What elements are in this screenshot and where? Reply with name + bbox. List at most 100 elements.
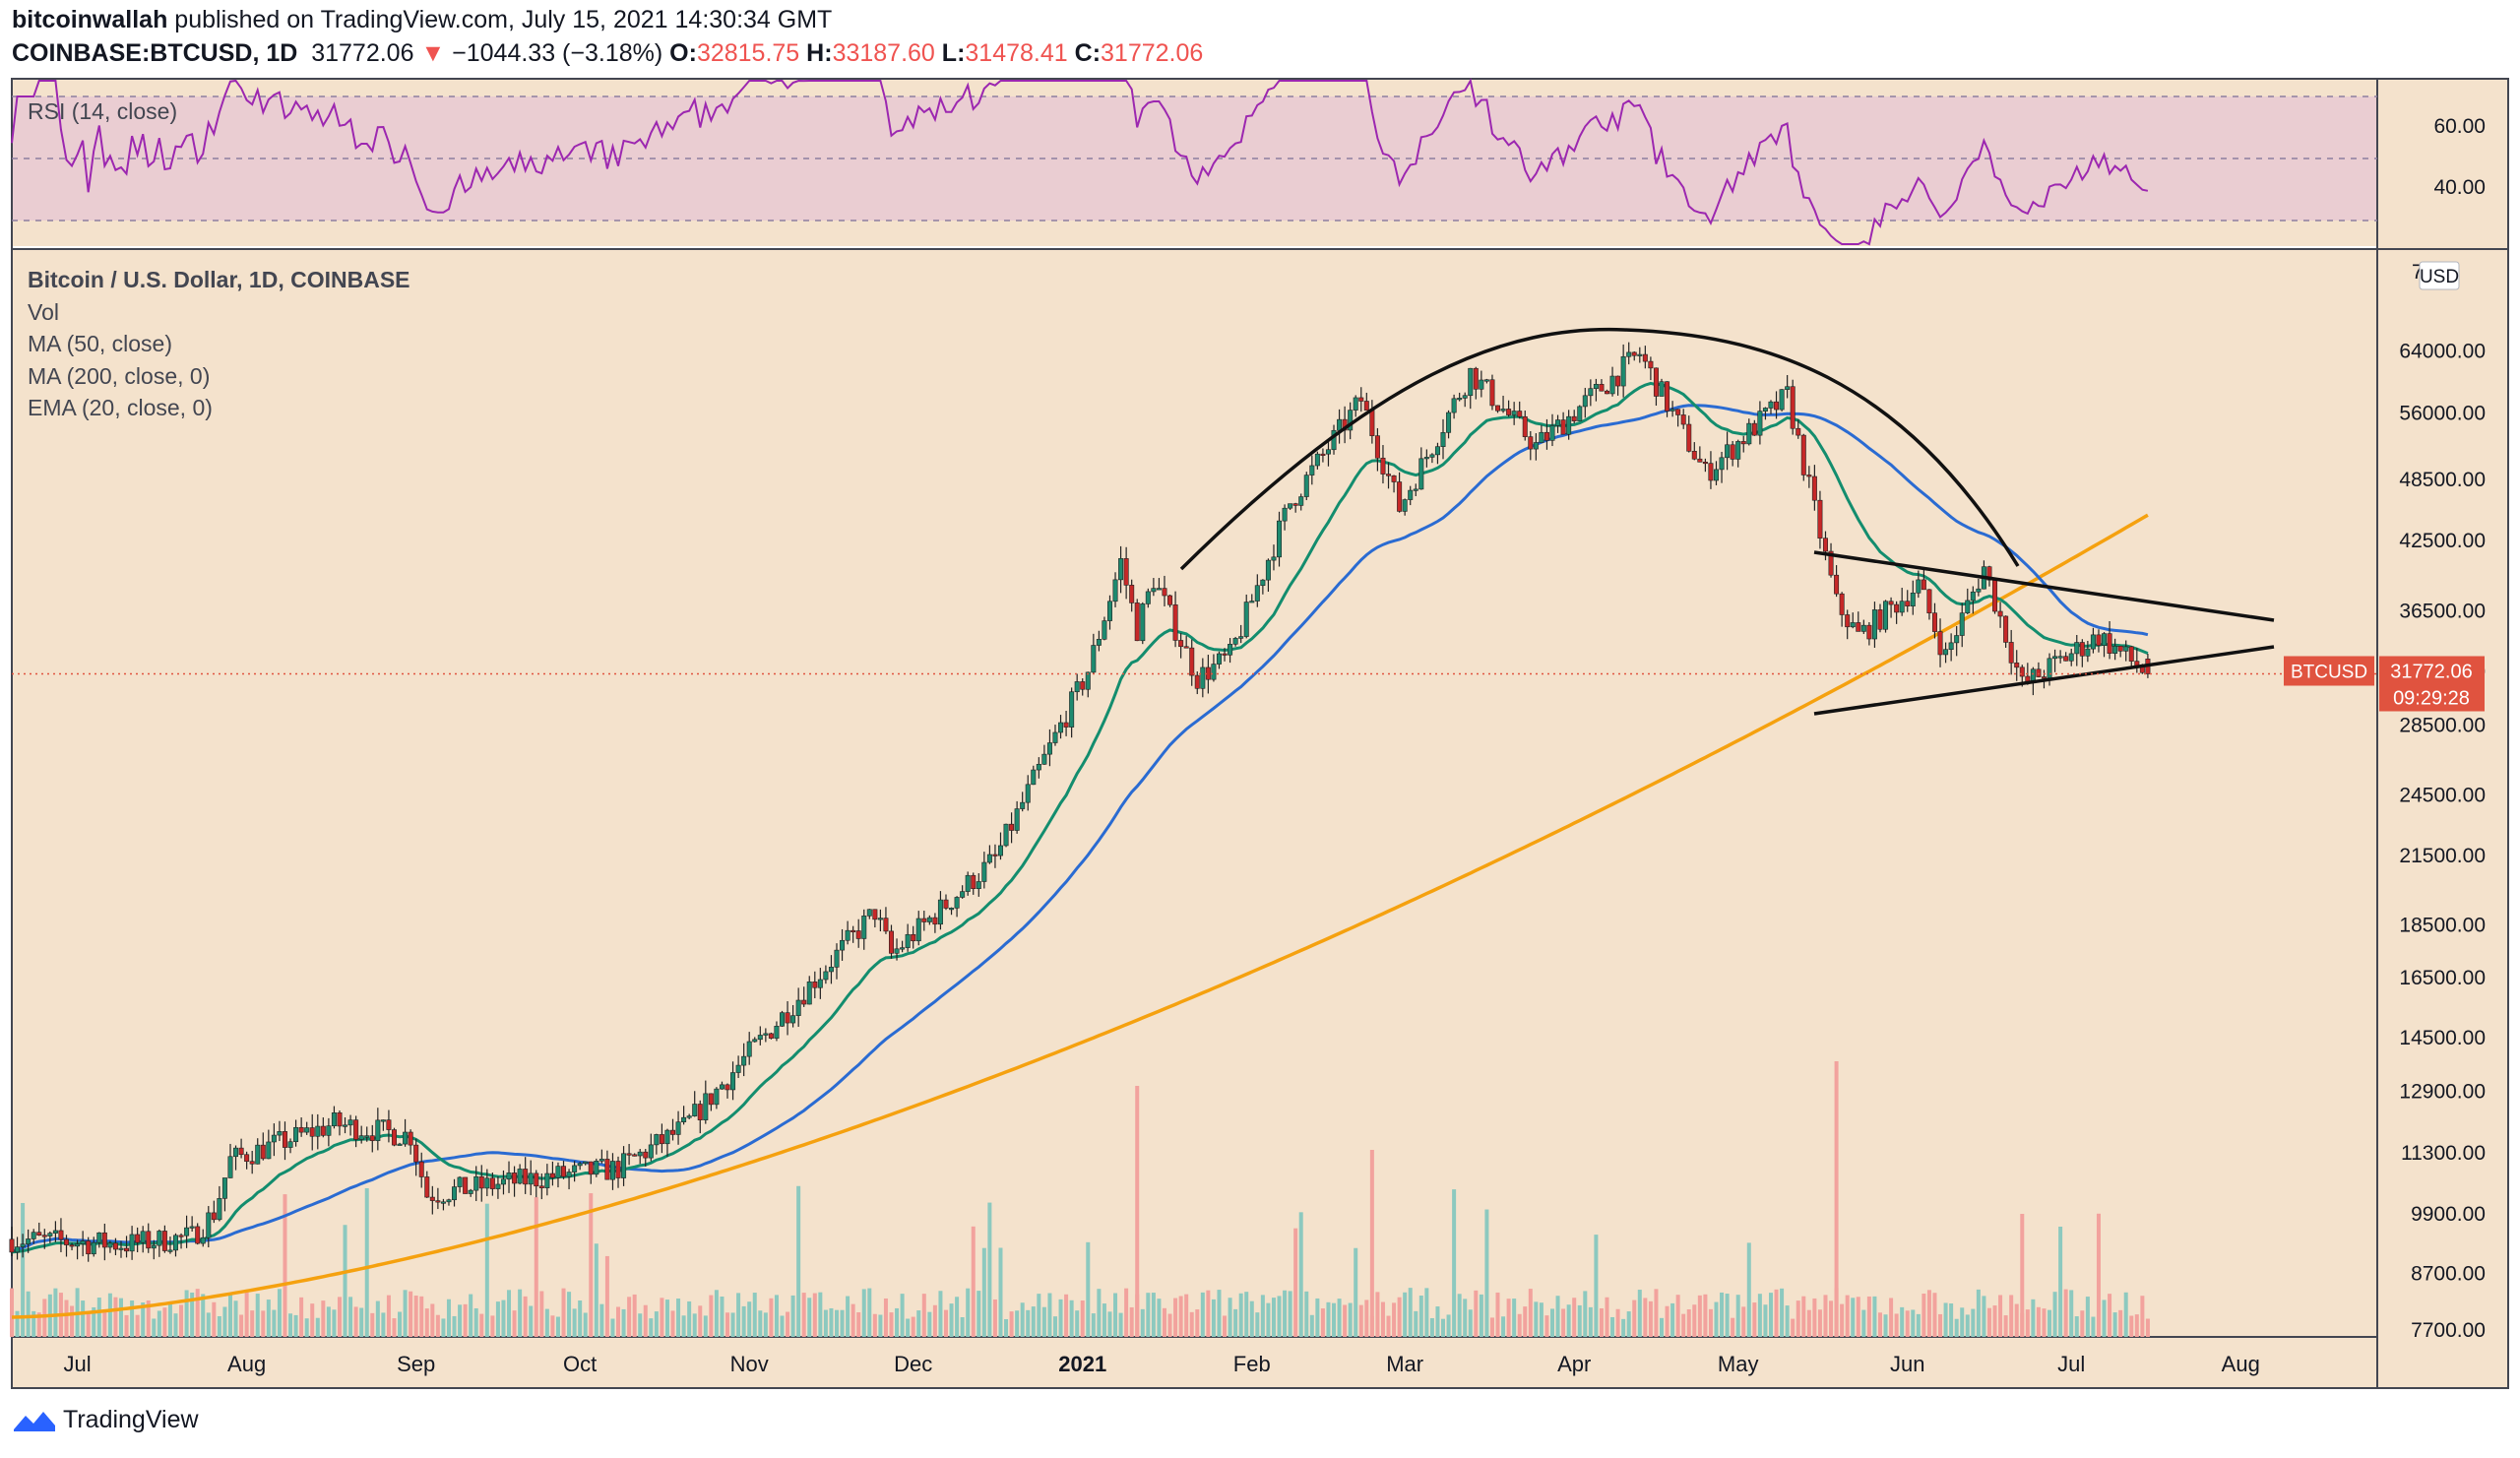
volume-bar — [233, 1300, 238, 1337]
candle-body — [840, 939, 846, 951]
candle-body — [9, 1238, 15, 1253]
volume-bar — [1146, 1293, 1151, 1337]
volume-bar — [1916, 1313, 1921, 1337]
rounding-top-arc — [1179, 327, 2020, 571]
volume-bar — [687, 1300, 692, 1337]
volume-bar — [266, 1300, 271, 1337]
candle-body — [287, 1141, 293, 1148]
candle-body — [1702, 461, 1708, 465]
volume-bar — [359, 1307, 364, 1337]
candle-body — [1877, 609, 1883, 630]
volume-bar — [594, 1243, 598, 1337]
candle-body — [58, 1230, 64, 1240]
volume-bar — [621, 1308, 626, 1337]
candle-body — [926, 917, 932, 922]
volume-bar — [2123, 1292, 2128, 1337]
volume-bar — [1238, 1293, 1243, 1337]
candle-body — [282, 1131, 287, 1148]
candle-body — [1462, 395, 1468, 399]
volume-bar — [1392, 1302, 1397, 1337]
volume-bar — [479, 1313, 484, 1337]
candle-body — [855, 930, 861, 939]
candle-body — [801, 999, 807, 1005]
candle-body — [440, 1201, 446, 1204]
volume-bar — [81, 1300, 86, 1337]
volume-bar — [381, 1312, 386, 1337]
price-tick-label: 36500.00 — [2399, 600, 2486, 622]
candle-body — [921, 918, 927, 922]
volume-bar — [2020, 1214, 2025, 1337]
candle-body — [1429, 454, 1435, 458]
candle-body — [752, 1039, 758, 1043]
candle-body — [1369, 410, 1375, 436]
candle-body — [249, 1161, 255, 1165]
candle-body — [828, 967, 834, 973]
candle-body — [178, 1235, 184, 1237]
volume-bar — [1195, 1309, 1200, 1337]
candle-body — [1642, 353, 1648, 362]
volume-bar — [157, 1310, 161, 1337]
volume-bar — [1102, 1303, 1106, 1337]
volume-bar — [2102, 1300, 2107, 1337]
candle-body — [1822, 538, 1828, 552]
candle-body — [15, 1246, 21, 1253]
tradingview-footer[interactable]: TradingView — [12, 1406, 199, 1434]
candle-body — [621, 1153, 627, 1178]
volume-bar — [769, 1298, 774, 1337]
candle-body — [1123, 558, 1129, 586]
candle-body — [812, 982, 818, 988]
candle-body — [184, 1227, 190, 1236]
volume-bar — [424, 1308, 429, 1337]
volume-bar — [1566, 1304, 1571, 1337]
candle-body — [1931, 612, 1937, 632]
volume-bar — [747, 1301, 752, 1337]
candle-body — [478, 1175, 484, 1189]
candle-body — [2079, 642, 2085, 657]
volume-bar — [604, 1255, 609, 1337]
volume-bar — [1774, 1289, 1779, 1337]
candle-body — [1992, 579, 1998, 612]
volume-bar — [1020, 1302, 1025, 1337]
volume-bar — [179, 1304, 184, 1337]
candle-body — [1102, 620, 1107, 640]
candle-body — [1451, 398, 1457, 413]
candle-body — [1954, 635, 1960, 644]
candle-body — [735, 1064, 741, 1073]
volume-bar — [118, 1298, 123, 1337]
volume-bar — [1206, 1290, 1211, 1337]
volume-bar — [2031, 1299, 2036, 1337]
volume-bar — [955, 1297, 960, 1337]
volume-bar — [463, 1303, 468, 1337]
volume-bar — [21, 1202, 26, 1337]
volume-bar — [435, 1314, 440, 1337]
author-name[interactable]: bitcoinwallah — [12, 6, 168, 33]
candle-body — [2025, 675, 2031, 682]
volume-bar — [42, 1299, 47, 1337]
volume-bar — [1840, 1303, 1845, 1337]
time-tick-label: Sep — [397, 1352, 435, 1376]
volume-bar — [1877, 1312, 1882, 1337]
volume-bar — [490, 1315, 495, 1337]
candle-body — [1817, 499, 1823, 539]
candle-body — [757, 1035, 763, 1041]
candle-body — [353, 1119, 359, 1140]
triangle-upper-line — [1813, 550, 2275, 622]
candle-body — [1118, 558, 1124, 581]
candle-body — [63, 1238, 69, 1245]
candle-body — [195, 1226, 201, 1244]
volume-bar — [1856, 1297, 1860, 1337]
candle-body — [271, 1134, 277, 1143]
volume-bar — [567, 1292, 572, 1337]
rsi-tick-label: 60.00 — [2433, 115, 2486, 138]
candle-body — [1571, 415, 1577, 421]
volume-bar — [1157, 1299, 1162, 1337]
publish-info: bitcoinwallah published on TradingView.c… — [12, 6, 832, 34]
volume-bar — [1599, 1307, 1604, 1337]
candle-body — [834, 949, 840, 968]
candle-body — [654, 1134, 660, 1146]
candle-body — [866, 909, 872, 917]
candle-body — [20, 1243, 26, 1247]
last-price: 31772.06 — [311, 39, 414, 67]
volume-bar — [649, 1318, 654, 1337]
volume-bar — [889, 1312, 894, 1337]
